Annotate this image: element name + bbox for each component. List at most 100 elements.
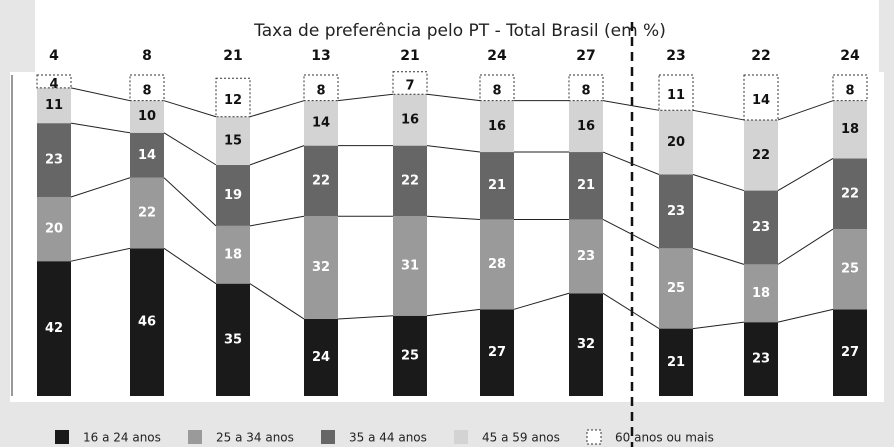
bar-segment bbox=[659, 174, 693, 249]
value-label: 46 bbox=[138, 315, 156, 330]
connector bbox=[777, 228, 834, 265]
preference-rate: 4 bbox=[49, 48, 59, 64]
value-label: 32 bbox=[312, 260, 330, 275]
bar-segment bbox=[216, 164, 250, 226]
bar-segment bbox=[37, 87, 71, 124]
bar-segment bbox=[480, 100, 514, 153]
legend-swatch bbox=[321, 430, 335, 444]
connector bbox=[513, 292, 570, 310]
chart-title: Taxa de preferência pelo PT - Total Bras… bbox=[253, 21, 666, 41]
connector bbox=[692, 321, 745, 330]
value-label: 16 bbox=[401, 112, 419, 127]
connector bbox=[426, 308, 481, 317]
connector bbox=[777, 100, 834, 121]
connector bbox=[249, 100, 305, 118]
bar-segment bbox=[130, 177, 164, 249]
value-label: 21 bbox=[577, 178, 595, 193]
value-label: 25 bbox=[401, 348, 419, 363]
bar-segment bbox=[304, 318, 338, 396]
connector bbox=[249, 215, 305, 227]
connector bbox=[163, 132, 217, 166]
bar-segment bbox=[393, 145, 427, 217]
bar-segment bbox=[659, 248, 693, 329]
bar-segment bbox=[216, 225, 250, 284]
value-label: 22 bbox=[841, 186, 859, 201]
value-label: 23 bbox=[667, 204, 685, 219]
preference-rate: 21 bbox=[400, 48, 419, 64]
bar-segment bbox=[480, 309, 514, 396]
corner bbox=[879, 0, 884, 72]
legend-swatch bbox=[188, 430, 202, 444]
legend-label: 16 a 24 anos bbox=[83, 431, 161, 445]
value-label: 11 bbox=[45, 98, 63, 113]
connector bbox=[426, 145, 481, 153]
bar-segment bbox=[304, 145, 338, 217]
value-label: 8 bbox=[845, 83, 854, 98]
bar-segment bbox=[744, 119, 778, 191]
legend-label: 45 a 59 anos bbox=[482, 431, 560, 445]
preference-rate: 24 bbox=[840, 48, 860, 64]
bar-segment bbox=[659, 110, 693, 175]
bar-segment bbox=[393, 216, 427, 316]
preference-rate: 22 bbox=[751, 48, 770, 64]
connector bbox=[777, 158, 834, 191]
bar-segment bbox=[832, 74, 868, 102]
value-label: 28 bbox=[488, 257, 506, 272]
connector bbox=[70, 87, 131, 102]
legend-swatch bbox=[454, 430, 468, 444]
bar-segment bbox=[304, 216, 338, 319]
bar-segment bbox=[393, 94, 427, 146]
bar-segment bbox=[130, 248, 164, 396]
value-label: 42 bbox=[45, 321, 63, 336]
bar-segment bbox=[37, 123, 71, 197]
preference-rate: 23 bbox=[666, 48, 685, 64]
bar-segment bbox=[37, 261, 71, 396]
value-label: 10 bbox=[138, 109, 156, 124]
value-label: 21 bbox=[488, 178, 506, 193]
value-label: 23 bbox=[752, 352, 770, 367]
bar-segment bbox=[833, 158, 867, 230]
connector bbox=[163, 247, 217, 285]
value-label: 4 bbox=[49, 77, 58, 92]
value-label: 32 bbox=[577, 337, 595, 352]
value-label: 14 bbox=[138, 148, 156, 163]
value-label: 23 bbox=[45, 153, 63, 168]
connector bbox=[70, 177, 131, 198]
bar-segment bbox=[833, 229, 867, 310]
value-label: 27 bbox=[841, 345, 859, 360]
bar-segment bbox=[569, 100, 603, 153]
connector bbox=[602, 100, 660, 111]
bar-segment bbox=[129, 74, 165, 102]
bar-segment bbox=[569, 219, 603, 294]
connector bbox=[249, 283, 305, 320]
value-label: 22 bbox=[401, 173, 419, 188]
bar-segment bbox=[37, 196, 71, 262]
value-label: 11 bbox=[667, 88, 685, 103]
bar-segment bbox=[393, 315, 427, 396]
bar-segment bbox=[744, 322, 778, 396]
connector bbox=[426, 215, 481, 220]
value-label: 23 bbox=[752, 220, 770, 235]
bar-segment bbox=[480, 152, 514, 220]
legend-swatch bbox=[55, 430, 69, 444]
connector bbox=[692, 174, 745, 192]
connector bbox=[163, 100, 217, 118]
bar-segment bbox=[480, 219, 514, 310]
value-label: 8 bbox=[142, 83, 151, 98]
bar-segment bbox=[744, 190, 778, 265]
legend-label: 25 a 34 anos bbox=[216, 431, 294, 445]
bar-segment bbox=[304, 100, 338, 146]
bar-segment bbox=[392, 71, 428, 95]
value-label: 27 bbox=[488, 345, 506, 360]
bar-segment bbox=[569, 293, 603, 396]
legend-label: 60 anos ou mais bbox=[615, 431, 714, 445]
value-label: 18 bbox=[752, 286, 770, 301]
connector bbox=[692, 247, 745, 265]
connector bbox=[602, 219, 660, 249]
corner bbox=[10, 0, 35, 72]
connector bbox=[249, 145, 305, 166]
value-label: 20 bbox=[667, 135, 685, 150]
value-label: 16 bbox=[488, 119, 506, 134]
value-label: 16 bbox=[577, 119, 595, 134]
value-label: 8 bbox=[316, 83, 325, 98]
